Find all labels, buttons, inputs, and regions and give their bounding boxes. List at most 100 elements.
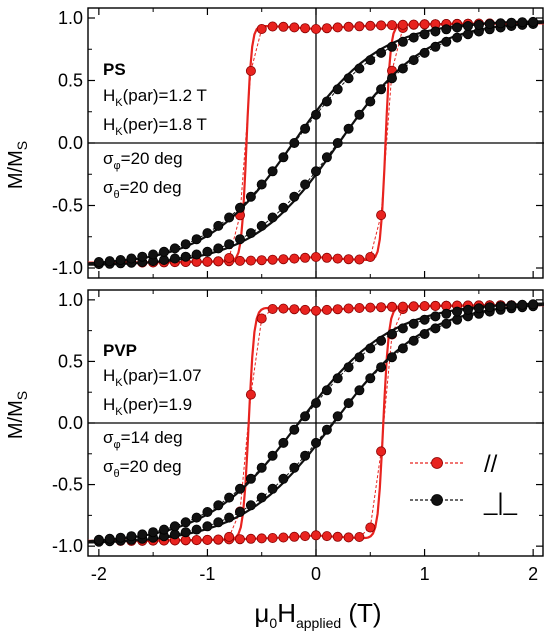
top-data-point-perpendicular (376, 47, 387, 58)
legend-label-parallel: // (484, 451, 498, 478)
bottom-panel: -1.0 -0.5 0.0 0.5 1.0 -2 -1 0 1 2 (52, 289, 544, 584)
top-data-point-parallel (289, 22, 300, 33)
bottom-data-point-parallel (430, 300, 441, 311)
top-data-point-perpendicular (343, 123, 354, 134)
bottom-data-point-perpendicular (517, 299, 528, 310)
top-data-point-perpendicular (245, 191, 256, 202)
top-data-point-perpendicular (93, 256, 104, 267)
x-axis-label: μ0Happlied (T) (254, 598, 381, 631)
top-data-point-parallel (354, 254, 365, 265)
top-data-point-perpendicular (169, 253, 180, 264)
top-data-point-parallel (332, 253, 343, 264)
bottom-data-point-perpendicular (93, 534, 104, 545)
top-data-point-perpendicular (441, 36, 452, 47)
bottom-data-point-parallel (289, 304, 300, 315)
bottom-ytick-label: 0.5 (58, 351, 83, 371)
top-data-point-parallel (321, 252, 332, 263)
bottom-data-point-parallel (224, 531, 235, 542)
bottom-data-point-perpendicular (321, 385, 332, 396)
bottom-data-point-perpendicular (430, 323, 441, 334)
bottom-data-point-perpendicular (506, 300, 517, 311)
bottom-data-point-perpendicular (289, 462, 300, 473)
bottom-annotation-sigma-phi: σφ=14 deg (103, 428, 183, 451)
top-data-point-parallel (213, 256, 224, 267)
bottom-data-point-parallel (343, 303, 354, 314)
top-data-point-perpendicular (137, 251, 148, 262)
bottom-data-point-parallel (354, 302, 365, 313)
bottom-data-point-perpendicular (386, 328, 397, 339)
top-data-point-parallel (289, 253, 300, 264)
bottom-data-point-parallel (332, 304, 343, 315)
bottom-data-point-perpendicular (462, 304, 473, 315)
top-data-point-perpendicular (115, 254, 126, 265)
top-data-point-parallel (300, 23, 311, 34)
bottom-data-point-perpendicular (354, 385, 365, 396)
bottom-data-point-perpendicular (267, 450, 278, 461)
top-data-point-parallel (365, 251, 376, 262)
top-data-point-perpendicular (267, 166, 278, 177)
top-annotation-sigma-phi: σφ=20 deg (103, 149, 183, 172)
bottom-data-point-parallel (300, 304, 311, 315)
top-data-point-perpendicular (278, 202, 289, 213)
bottom-data-point-perpendicular (180, 517, 191, 528)
bottom-data-point-perpendicular (473, 303, 484, 314)
bottom-data-point-perpendicular (267, 483, 278, 494)
top-data-point-perpendicular (386, 73, 397, 84)
bottom-data-point-perpendicular (202, 521, 213, 532)
top-data-point-perpendicular (441, 24, 452, 35)
bottom-xtick-label: 0 (311, 564, 321, 584)
top-data-point-parallel (256, 23, 267, 34)
top-data-point-perpendicular (332, 84, 343, 95)
bottom-ytick-label: -0.5 (52, 475, 83, 495)
top-data-point-perpendicular (289, 191, 300, 202)
top-annotations: PS HK(par)=1.2 T HK(per)=1.8 T σφ=20 deg… (103, 60, 207, 201)
bottom-xtick-label: -1 (199, 564, 215, 584)
bottom-data-point-parallel (321, 531, 332, 542)
bottom-data-point-parallel (419, 301, 430, 312)
top-data-point-perpendicular (191, 234, 202, 245)
top-data-point-parallel (332, 22, 343, 33)
bottom-data-point-parallel (376, 446, 387, 457)
bottom-xtick-label: 1 (420, 564, 430, 584)
top-data-point-perpendicular (332, 137, 343, 148)
top-data-point-parallel (234, 255, 245, 266)
top-ylabel: M/MS (5, 141, 30, 189)
bottom-data-point-parallel (365, 302, 376, 313)
top-data-point-perpendicular (321, 152, 332, 163)
top-ytick-label: 1.0 (58, 8, 83, 28)
top-data-point-perpendicular (245, 228, 256, 239)
top-data-point-parallel (310, 23, 321, 34)
top-data-point-perpendicular (148, 249, 159, 260)
bottom-data-point-parallel (386, 301, 397, 312)
top-panel: -1.0 -0.5 0.0 0.5 1.0 (52, 7, 544, 279)
legend-entry-perpendicular: _|_ (410, 489, 518, 516)
top-data-point-perpendicular (278, 152, 289, 163)
top-data-point-parallel (343, 21, 354, 32)
bottom-sample-label: PVP (103, 341, 137, 360)
bottom-data-point-perpendicular (213, 517, 224, 528)
bottom-data-point-perpendicular (234, 506, 245, 517)
top-data-point-perpendicular (430, 41, 441, 52)
top-data-point-parallel (245, 65, 256, 76)
bottom-data-point-perpendicular (224, 512, 235, 523)
top-data-point-perpendicular (354, 109, 365, 120)
top-data-point-perpendicular (462, 20, 473, 31)
bottom-data-point-perpendicular (441, 308, 452, 319)
bottom-data-point-perpendicular (365, 343, 376, 354)
bottom-data-point-parallel (256, 533, 267, 544)
top-data-point-perpendicular (408, 55, 419, 66)
top-data-point-parallel (278, 254, 289, 265)
bottom-data-point-perpendicular (202, 506, 213, 517)
top-data-point-perpendicular (202, 228, 213, 239)
top-annotation-hk-par: HK(par)=1.2 T (103, 86, 207, 109)
top-data-point-perpendicular (419, 29, 430, 40)
top-data-point-perpendicular (158, 246, 169, 257)
bottom-data-point-parallel (278, 532, 289, 543)
bottom-data-point-parallel (278, 303, 289, 314)
top-data-point-perpendicular (408, 32, 419, 43)
top-data-point-perpendicular (126, 253, 137, 264)
top-data-point-parallel (321, 23, 332, 34)
top-plot-area (88, 16, 544, 270)
bottom-data-point-parallel (332, 531, 343, 542)
top-data-point-perpendicular (191, 249, 202, 260)
